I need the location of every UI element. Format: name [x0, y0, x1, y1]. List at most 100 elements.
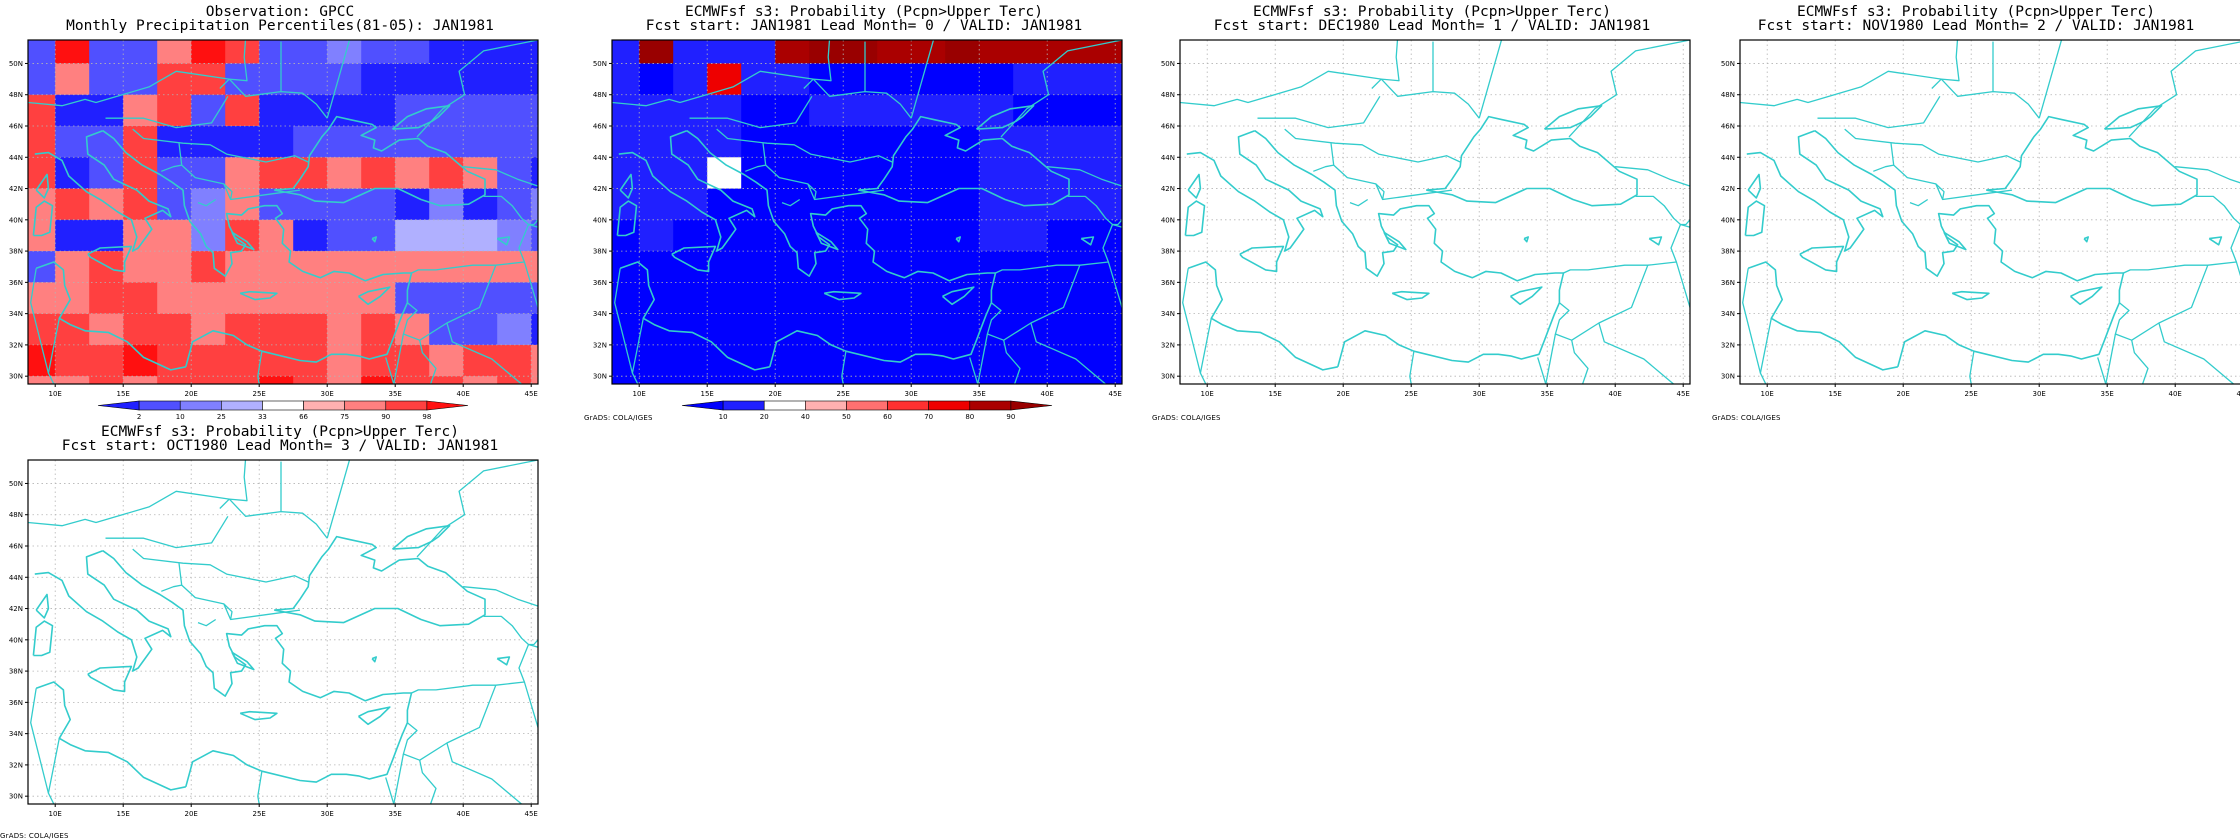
lat-tick-label: 44N: [9, 574, 23, 582]
shaded-cell: [1115, 251, 1122, 283]
border-line: [132, 128, 309, 163]
shaded-cell: [673, 251, 708, 283]
shaded-cell: [1081, 376, 1116, 384]
shaded-cell: [55, 157, 90, 190]
panel-title-line1: ECMWFsf s3: Probability (Pcpn>Upper Terc…: [101, 424, 459, 440]
legend-label: 60: [883, 413, 892, 421]
lat-tick-label: 34N: [1161, 310, 1175, 318]
coastline: [1746, 129, 1884, 252]
border-line: [463, 166, 538, 226]
lat-tick-label: 42N: [9, 605, 23, 613]
lat-tick-label: 50N: [9, 480, 23, 488]
shaded-cell: [293, 376, 328, 384]
shaded-cell: [843, 344, 878, 377]
lat-tick-label: 46N: [1721, 123, 1735, 131]
shaded-cell: [809, 313, 844, 346]
shaded-cell: [89, 157, 124, 190]
coastline: [102, 550, 413, 788]
shaded-cell: [877, 282, 912, 315]
legend-swatch: [722, 400, 765, 411]
shaded-cell: [89, 344, 124, 377]
border-line: [1545, 333, 1557, 384]
shaded-cell: [1047, 282, 1082, 315]
coastline: [1509, 286, 1543, 306]
lat-tick-label: 48N: [9, 91, 23, 99]
lat-tick-label: 44N: [9, 154, 23, 162]
shaded-cell: [809, 344, 844, 377]
shaded-cell: [1013, 63, 1048, 96]
lon-tick-label: 30E: [321, 810, 334, 818]
lon-tick-label: 20E: [1897, 390, 1910, 398]
shaded-cell: [612, 282, 640, 315]
color-legend: 10 20 40 50 60 70 80 90: [681, 400, 1053, 421]
shaded-cell: [463, 282, 498, 315]
lon-tick-label: 35E: [1541, 390, 1554, 398]
lat-tick-label: 50N: [1161, 60, 1175, 68]
lon-tick-label: 10E: [49, 390, 62, 398]
lon-tick-label: 15E: [117, 390, 130, 398]
border-line: [1349, 198, 1369, 207]
border-line: [1563, 224, 1682, 274]
border-line: [523, 261, 538, 310]
shaded-cell: [497, 376, 532, 384]
coastline: [1799, 245, 1845, 273]
shaded-cell: [843, 94, 878, 127]
shaded-cell: [531, 344, 538, 377]
coastline: [1426, 115, 1638, 207]
legend-label: 66: [299, 413, 308, 421]
shaded-cell: [843, 219, 878, 252]
legend-label: 40: [801, 413, 810, 421]
shaded-cell: [293, 157, 328, 190]
coastline: [35, 681, 186, 791]
shaded-cell: [293, 251, 328, 283]
border-line: [411, 644, 530, 694]
shaded-cell: [361, 40, 396, 64]
legend-swatch: [138, 400, 181, 411]
shaded-cell: [157, 94, 192, 127]
lat-tick-label: 50N: [9, 60, 23, 68]
border-line: [781, 198, 801, 207]
shaded-cell: [327, 188, 362, 221]
coastline: [686, 130, 997, 368]
lat-tick-label: 48N: [1721, 91, 1735, 99]
shaded-cell: [1115, 157, 1122, 190]
coastline: [87, 665, 133, 693]
shaded-cell: [911, 376, 946, 384]
shaded-cell: [639, 126, 674, 158]
shaded-cell: [707, 126, 742, 158]
border-line: [910, 40, 935, 119]
shaded-cell: [191, 94, 226, 127]
lat-tick-label: 40N: [9, 636, 23, 644]
shaded-cell: [531, 219, 538, 252]
map-body: [28, 460, 538, 804]
coastline: [823, 290, 862, 301]
shaded-cell: [463, 157, 498, 190]
shaded-cell: [28, 63, 56, 96]
border-line: [105, 95, 229, 129]
border-line: [762, 143, 885, 201]
legend-label: 25: [217, 413, 226, 421]
shaded-cell: [877, 188, 912, 221]
shaded-cell: [979, 219, 1014, 252]
shaded-cell: [1013, 282, 1048, 315]
coastline: [35, 593, 50, 619]
shaded-cell: [877, 126, 912, 158]
shaded-cell: [979, 282, 1014, 315]
shaded-cell: [945, 376, 980, 384]
coastline: [1986, 115, 2198, 207]
border-line: [30, 688, 50, 794]
lat-tick-label: 42N: [1721, 185, 1735, 193]
legend-swatch: [681, 400, 724, 411]
shaded-cell: [979, 157, 1014, 190]
lon-tick-label: 40E: [457, 810, 470, 818]
shaded-cell: [463, 219, 498, 252]
lon-tick-label: 45E: [1109, 390, 1122, 398]
shaded-cell: [1047, 251, 1082, 283]
lat-tick-label: 32N: [1161, 341, 1175, 349]
shaded-cell: [741, 313, 776, 346]
shaded-cell: [911, 188, 946, 221]
shaded-cell: [911, 63, 946, 96]
shaded-cell: [259, 313, 294, 346]
coastline: [32, 200, 54, 237]
lat-tick-label: 30N: [593, 373, 607, 381]
